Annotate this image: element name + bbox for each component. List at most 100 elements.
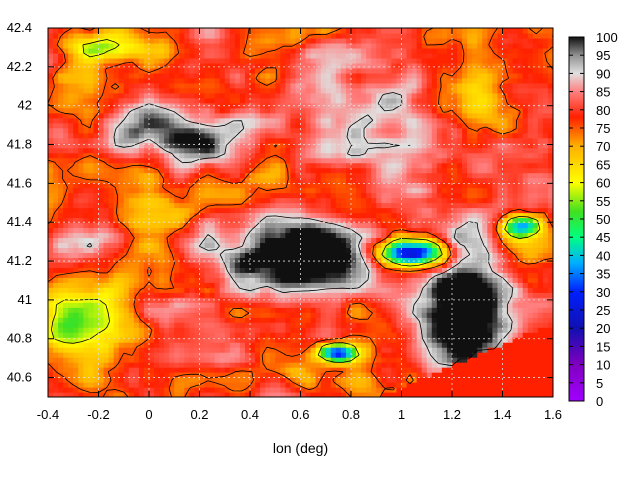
heatmap-cell [325,267,332,273]
heatmap-cell [300,57,307,64]
heatmap-cell [159,92,165,99]
heatmap-cell [330,92,337,99]
heatmap-cell [174,242,180,249]
heatmap-cell [371,232,377,239]
heatmap-cell [118,182,125,189]
heatmap-cell [250,282,256,288]
heatmap-cell [194,177,201,184]
heatmap-cell [270,332,276,338]
heatmap-cell [315,242,322,249]
heatmap-cell [376,72,382,79]
heatmap-cell [128,257,135,263]
heatmap-cell [159,302,165,308]
heatmap-cell [275,332,281,338]
heatmap-cell [270,42,276,49]
heatmap-cell [305,177,312,184]
heatmap-cell [335,362,342,368]
heatmap-cell [295,167,302,174]
heatmap-cell [58,152,64,159]
heatmap-cell [260,72,266,79]
heatmap-cell [184,177,190,184]
heatmap-cell [143,262,150,268]
heatmap-cell [214,92,221,99]
heatmap-cell [169,372,175,378]
heatmap-cell [250,327,256,333]
heatmap-cell [376,117,382,124]
heatmap-cell [280,82,286,89]
heatmap-cell [290,167,297,174]
heatmap-cell [108,62,115,69]
heatmap-cell [164,192,170,199]
heatmap-cell [48,192,54,199]
heatmap-cell [179,322,185,328]
heatmap-cell [310,387,317,393]
heatmap-cell [138,382,145,388]
heatmap-cell [224,37,231,44]
heatmap-cell [224,337,231,343]
heatmap-cell [48,52,54,59]
heatmap-cell [108,307,115,313]
heatmap-cell [98,197,105,204]
heatmap-cell [194,357,201,363]
heatmap-cell [199,67,206,74]
heatmap-cell [381,237,387,244]
heatmap-cell [88,252,95,258]
heatmap-cell [285,32,291,39]
heatmap-cell [315,87,322,94]
heatmap-cell [234,72,241,79]
heatmap-cell [143,212,150,219]
heatmap-cell [209,287,216,293]
heatmap-cell [68,97,74,104]
heatmap-cell [280,232,286,239]
heatmap-cell [68,162,74,169]
heatmap-cell [310,72,317,79]
heatmap-cell [244,392,251,397]
heatmap-cell [381,192,387,199]
heatmap-cell [300,132,307,139]
heatmap-cell [366,157,372,164]
heatmap-cell [234,52,241,59]
heatmap-cell [209,52,216,59]
heatmap-cell [250,127,256,134]
heatmap-cell [128,62,135,69]
heatmap-cell [63,47,69,54]
heatmap-cell [305,377,312,383]
heatmap-cell [199,157,206,164]
heatmap-cell [149,382,155,388]
heatmap-cell [199,302,206,308]
heatmap-cell [351,97,357,104]
heatmap-cell [78,267,84,273]
heatmap-cell [103,117,110,124]
heatmap-cell [229,117,236,124]
heatmap-cell [270,247,276,253]
heatmap-cell [78,287,84,293]
heatmap-cell [164,367,170,373]
heatmap-cell [159,67,165,74]
heatmap-cell [138,172,145,179]
heatmap-cell [250,87,256,94]
heatmap-cell [169,272,175,278]
heatmap-cell [128,57,135,64]
heatmap-cell [169,28,175,34]
heatmap-cell [179,237,185,244]
heatmap-cell [250,92,256,99]
heatmap-cell [356,267,362,273]
heatmap-cell [214,122,221,129]
heatmap-cell [113,337,120,343]
heatmap-cell [280,197,286,204]
heatmap-cell [330,47,337,54]
heatmap-cell [234,232,241,239]
heatmap-cell [371,62,377,69]
heatmap-cell [118,302,125,308]
heatmap-cell [340,112,347,119]
heatmap-cell [290,197,297,204]
heatmap-cell [63,332,69,338]
heatmap-cell [98,317,105,323]
heatmap-cell [88,387,95,393]
heatmap-cell [295,252,302,258]
heatmap-cell [98,147,105,154]
heatmap-cell [366,52,372,59]
heatmap-cell [239,177,246,184]
heatmap-cell [356,32,362,39]
heatmap-cell [260,137,266,144]
